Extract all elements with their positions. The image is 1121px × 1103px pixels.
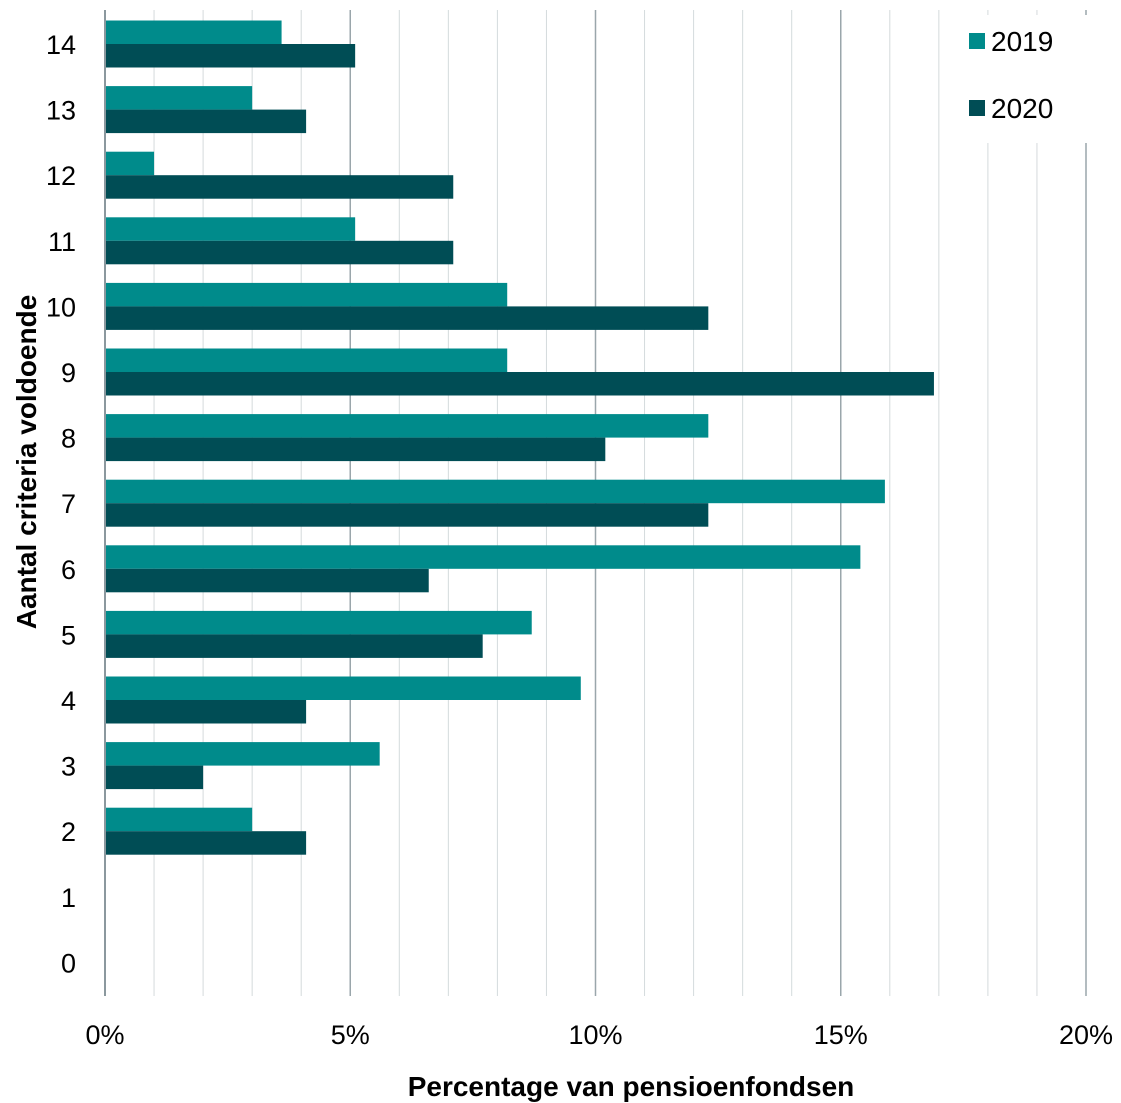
bar-2019-4 bbox=[105, 676, 581, 700]
y-tick-label: 6 bbox=[61, 555, 76, 585]
y-tick-label: 12 bbox=[46, 161, 76, 191]
legend-label-2019: 2019 bbox=[991, 26, 1053, 57]
x-tick-label: 15% bbox=[814, 1020, 868, 1050]
y-tick-label: 9 bbox=[61, 358, 76, 388]
bar-2019-6 bbox=[105, 545, 861, 569]
bar-2020-8 bbox=[105, 437, 606, 462]
bar-2019-9 bbox=[105, 348, 508, 372]
bar-2020-4 bbox=[105, 700, 307, 724]
bar-2019-7 bbox=[105, 479, 885, 504]
bar-2020-10 bbox=[105, 306, 709, 330]
legend: 2019 2020 bbox=[958, 15, 1088, 143]
bar-2019-14 bbox=[105, 20, 282, 44]
bar-2019-13 bbox=[105, 86, 253, 110]
bar-2019-8 bbox=[105, 414, 709, 438]
y-tick-label: 14 bbox=[46, 30, 76, 60]
bar-2019-5 bbox=[105, 610, 532, 635]
x-axis-title: Percentage van pensioenfondsen bbox=[408, 1071, 855, 1102]
y-tick-label: 13 bbox=[46, 96, 76, 126]
x-tick-label: 20% bbox=[1059, 1020, 1113, 1050]
legend-swatch-2020 bbox=[969, 100, 985, 116]
y-tick-label: 4 bbox=[61, 686, 76, 716]
x-tick-label: 5% bbox=[331, 1020, 370, 1050]
y-tick-label: 3 bbox=[61, 752, 76, 782]
bar-2020-14 bbox=[105, 44, 356, 68]
bar-2020-12 bbox=[105, 175, 454, 199]
bars bbox=[105, 20, 934, 855]
legend-label-2020: 2020 bbox=[991, 93, 1053, 124]
y-tick-label: 7 bbox=[61, 489, 76, 519]
y-tick-label: 2 bbox=[61, 817, 76, 847]
bar-2019-12 bbox=[105, 151, 155, 176]
y-tick-label: 1 bbox=[61, 883, 76, 913]
bar-2020-13 bbox=[105, 109, 307, 134]
bar-2020-11 bbox=[105, 240, 454, 265]
y-tick-label: 10 bbox=[46, 292, 76, 322]
x-tick-label: 0% bbox=[85, 1020, 124, 1050]
y-axis-title: Aantal criteria voldoende bbox=[11, 295, 42, 630]
bar-2019-10 bbox=[105, 282, 508, 307]
bar-2019-2 bbox=[105, 807, 253, 832]
legend-swatch-2019 bbox=[969, 33, 985, 49]
bar-2020-2 bbox=[105, 831, 307, 855]
y-tick-label: 8 bbox=[61, 424, 76, 454]
bar-2020-7 bbox=[105, 503, 709, 527]
bar-2020-9 bbox=[105, 372, 934, 396]
bar-2020-3 bbox=[105, 765, 204, 790]
bar-2019-11 bbox=[105, 217, 356, 241]
bar-2019-3 bbox=[105, 742, 380, 766]
x-tick-label: 10% bbox=[568, 1020, 622, 1050]
bar-2020-6 bbox=[105, 568, 429, 593]
bar-2020-5 bbox=[105, 634, 483, 658]
y-tick-label: 0 bbox=[61, 948, 76, 978]
y-tick-label: 5 bbox=[61, 620, 76, 650]
y-tick-label: 11 bbox=[48, 227, 76, 257]
